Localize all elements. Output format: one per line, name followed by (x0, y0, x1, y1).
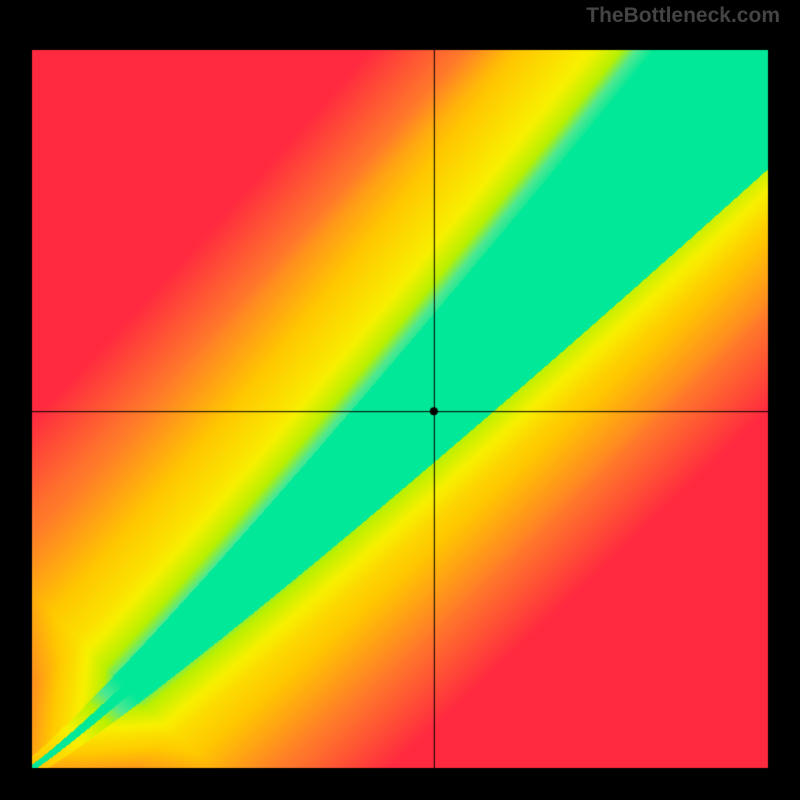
watermark-label: TheBottleneck.com (586, 4, 780, 28)
chart-container: TheBottleneck.com (0, 0, 800, 800)
bottleneck-heatmap-canvas (0, 0, 800, 800)
